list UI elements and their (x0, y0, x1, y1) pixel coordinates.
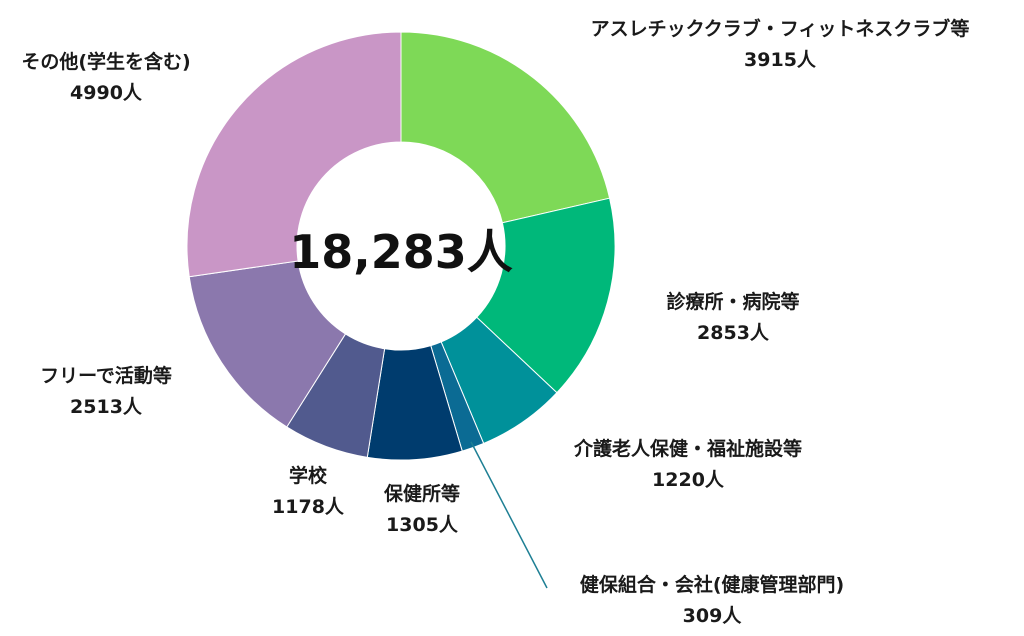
slice-7 (188, 260, 347, 428)
slice-value-label-5: 1305人 (386, 514, 459, 536)
slice-2 (476, 197, 616, 394)
slice-value-label-4: 309人 (683, 605, 743, 627)
slice-label-2: 診療所・病院等 (666, 290, 799, 313)
center-total-label: 18,283人 (289, 225, 513, 279)
slice-label-3: 介護老人保健・福祉施設等 (573, 437, 802, 460)
slice-label-7: フリーで活動等 (40, 364, 172, 387)
slice-label-6: 学校 (289, 464, 328, 487)
leader-line (470, 441, 548, 589)
slice-label-5: 保健所等 (383, 482, 460, 505)
slice-value-label-6: 1178人 (272, 496, 345, 518)
slice-label-8: その他(学生を含む) (21, 50, 190, 73)
slice-label-1: アスレチッククラブ・フィットネスクラブ等 (591, 17, 970, 40)
slice-8 (186, 31, 402, 278)
slice-value-label-8: 4990人 (70, 82, 143, 104)
slice-value-label-7: 2513人 (70, 396, 143, 418)
slice-value-label-1: 3915人 (744, 49, 817, 71)
slice-label-4: 健保組合・会社(健康管理部門) (580, 573, 844, 596)
slice-value-label-2: 2853人 (697, 322, 770, 344)
slice-value-label-3: 1220人 (652, 469, 725, 491)
slices-group (186, 31, 616, 461)
slice-1 (400, 31, 611, 224)
